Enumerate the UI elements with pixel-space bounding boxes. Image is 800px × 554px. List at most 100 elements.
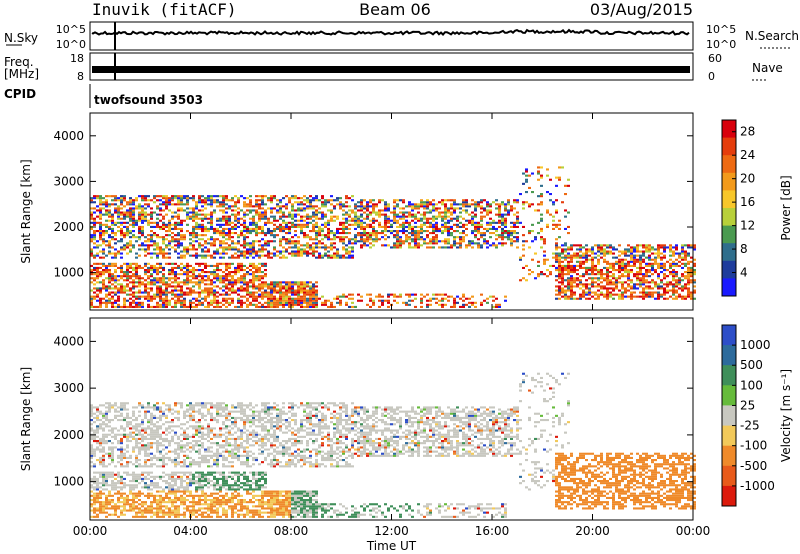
power-echo-cell — [156, 205, 159, 208]
power-echo-cell — [393, 234, 396, 237]
power-echo-cell — [633, 291, 636, 294]
power-echo-cell — [237, 305, 240, 308]
power-echo-cell — [231, 246, 234, 249]
power-echo-cell — [198, 242, 201, 245]
power-echo-cell — [195, 277, 198, 280]
power-echo-cell — [570, 256, 573, 259]
power-echo-cell — [180, 207, 183, 210]
vel-echo-cell — [99, 412, 102, 415]
power-echo-cell — [393, 221, 396, 224]
power-echo-cell — [372, 217, 375, 220]
power-echo-cell — [420, 297, 423, 300]
power-echo-cell — [237, 269, 240, 272]
power-echo-cell — [495, 221, 498, 224]
power-echo-cell — [504, 295, 507, 298]
power-echo-cell — [324, 203, 327, 206]
power-echo-cell — [363, 227, 366, 230]
power-echo-cell — [693, 271, 696, 274]
power-echo-cell — [258, 219, 261, 222]
power-echo-cell — [306, 281, 309, 284]
vel-echo-cell — [135, 501, 138, 504]
power-echo-cell — [213, 211, 216, 214]
power-echo-cell — [627, 260, 630, 263]
power-echo-cell — [114, 287, 117, 290]
power-echo-cell — [207, 230, 210, 233]
vel-echo-cell — [99, 494, 102, 497]
vel-echo-cell — [117, 456, 120, 459]
power-echo-cell — [228, 244, 231, 247]
power-echo-cell — [321, 205, 324, 208]
vel-echo-cell — [141, 440, 144, 443]
power-echo-cell — [261, 303, 264, 306]
vel-echo-cell — [90, 419, 93, 422]
power-echo-cell — [585, 279, 588, 282]
vel-echo-cell — [120, 488, 123, 491]
power-echo-cell — [387, 217, 390, 220]
power-echo-cell — [231, 279, 234, 282]
power-echo-cell — [423, 211, 426, 214]
power-echo-cell — [291, 242, 294, 245]
power-echo-cell — [261, 305, 264, 308]
power-echo-cell — [327, 254, 330, 257]
power-echo-cell — [156, 199, 159, 202]
power-echo-cell — [126, 221, 129, 224]
power-echo-cell — [135, 219, 138, 222]
power-echo-cell — [291, 303, 294, 306]
power-echo-cell — [195, 225, 198, 228]
power-echo-cell — [306, 221, 309, 224]
power-echo-cell — [102, 262, 105, 265]
power-echo-cell — [438, 227, 441, 230]
vel-echo-cell — [126, 496, 129, 499]
power-echo-cell — [444, 215, 447, 218]
power-echo-cell — [690, 269, 693, 272]
power-echo-cell — [603, 277, 606, 280]
power-echo-cell — [450, 295, 453, 298]
power-echo-cell — [99, 236, 102, 239]
power-echo-cell — [138, 225, 141, 228]
power-echo-cell — [486, 297, 489, 300]
power-echo-cell — [186, 195, 189, 198]
power-echo-cell — [387, 219, 390, 222]
vel-echo-cell — [111, 435, 114, 438]
power-echo-cell — [213, 195, 216, 198]
power-echo-cell — [141, 207, 144, 210]
power-echo-cell — [354, 219, 357, 222]
power-echo-cell — [261, 285, 264, 288]
power-echo-cell — [225, 246, 228, 249]
power-echo-cell — [477, 227, 480, 230]
power-echo-cell — [636, 277, 639, 280]
power-echo-cell — [318, 207, 321, 210]
power-echo-cell — [690, 273, 693, 276]
power-echo-cell — [495, 213, 498, 216]
power-echo-cell — [414, 293, 417, 296]
vel-echo-cell — [111, 459, 114, 462]
power-echo-cell — [309, 303, 312, 306]
power-echo-cell — [405, 293, 408, 296]
power-echo-cell — [438, 293, 441, 296]
power-echo-cell — [510, 242, 513, 245]
power-echo-cell — [249, 242, 252, 245]
power-echo-cell — [165, 238, 168, 241]
power-echo-cell — [588, 293, 591, 296]
vel-echo-cell — [132, 494, 135, 497]
power-echo-cell — [363, 205, 366, 208]
power-echo-cell — [603, 273, 606, 276]
power-echo-cell — [279, 199, 282, 202]
power-echo-cell — [117, 199, 120, 202]
power-echo-cell — [150, 273, 153, 276]
vel-echo-cell — [111, 446, 114, 449]
power-echo-cell — [162, 281, 165, 284]
power-echo-cell — [171, 297, 174, 300]
power-echo-cell — [402, 215, 405, 218]
power-echo-cell — [462, 209, 465, 212]
power-echo-cell — [312, 287, 315, 290]
power-echo-cell — [210, 283, 213, 286]
power-echo-cell — [558, 277, 561, 280]
power-echo-cell — [312, 225, 315, 228]
power-echo-cell — [345, 256, 348, 259]
power-echo-cell — [201, 271, 204, 274]
power-echo-cell — [255, 225, 258, 228]
power-echo-cell — [309, 207, 312, 210]
power-echo-cell — [474, 234, 477, 237]
